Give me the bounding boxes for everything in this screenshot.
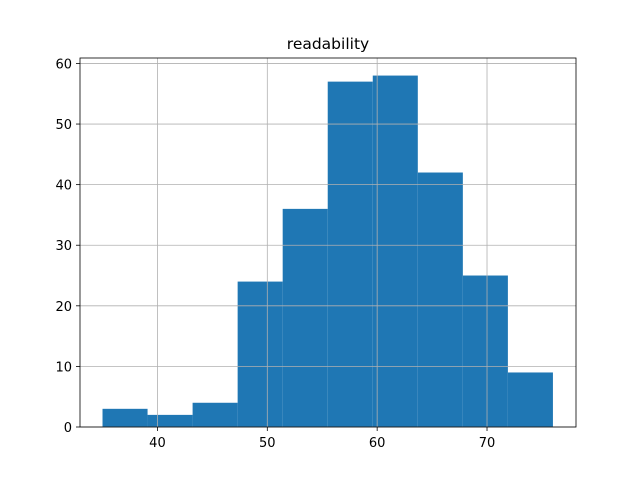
y-tick-label: 40	[55, 179, 72, 194]
bar	[417, 172, 463, 427]
plot-area: 40 50 60 70 0 10 20 30 40 50 60	[55, 57, 577, 451]
x-tick-label: 40	[149, 436, 166, 451]
bar	[372, 75, 418, 428]
y-tick-label: 30	[55, 239, 72, 254]
x-tick-label: 60	[369, 436, 386, 451]
bar	[462, 275, 508, 427]
y-tick-label: 20	[55, 300, 72, 315]
axes-frame	[79, 57, 577, 428]
bar	[327, 81, 373, 427]
bar	[102, 408, 148, 427]
y-tick-label: 10	[55, 360, 72, 375]
bar	[237, 281, 283, 427]
bar	[147, 414, 193, 427]
y-tick-label: 0	[64, 421, 72, 436]
bar	[507, 372, 553, 427]
chart-title: readability	[287, 35, 369, 53]
y-tick-label: 50	[55, 118, 72, 133]
y-tick-label: 60	[55, 57, 72, 72]
bar	[192, 402, 238, 427]
x-tick-label: 50	[259, 436, 276, 451]
bar	[282, 208, 328, 427]
grid-overlay	[80, 58, 576, 428]
x-tick-label: 70	[479, 436, 496, 451]
